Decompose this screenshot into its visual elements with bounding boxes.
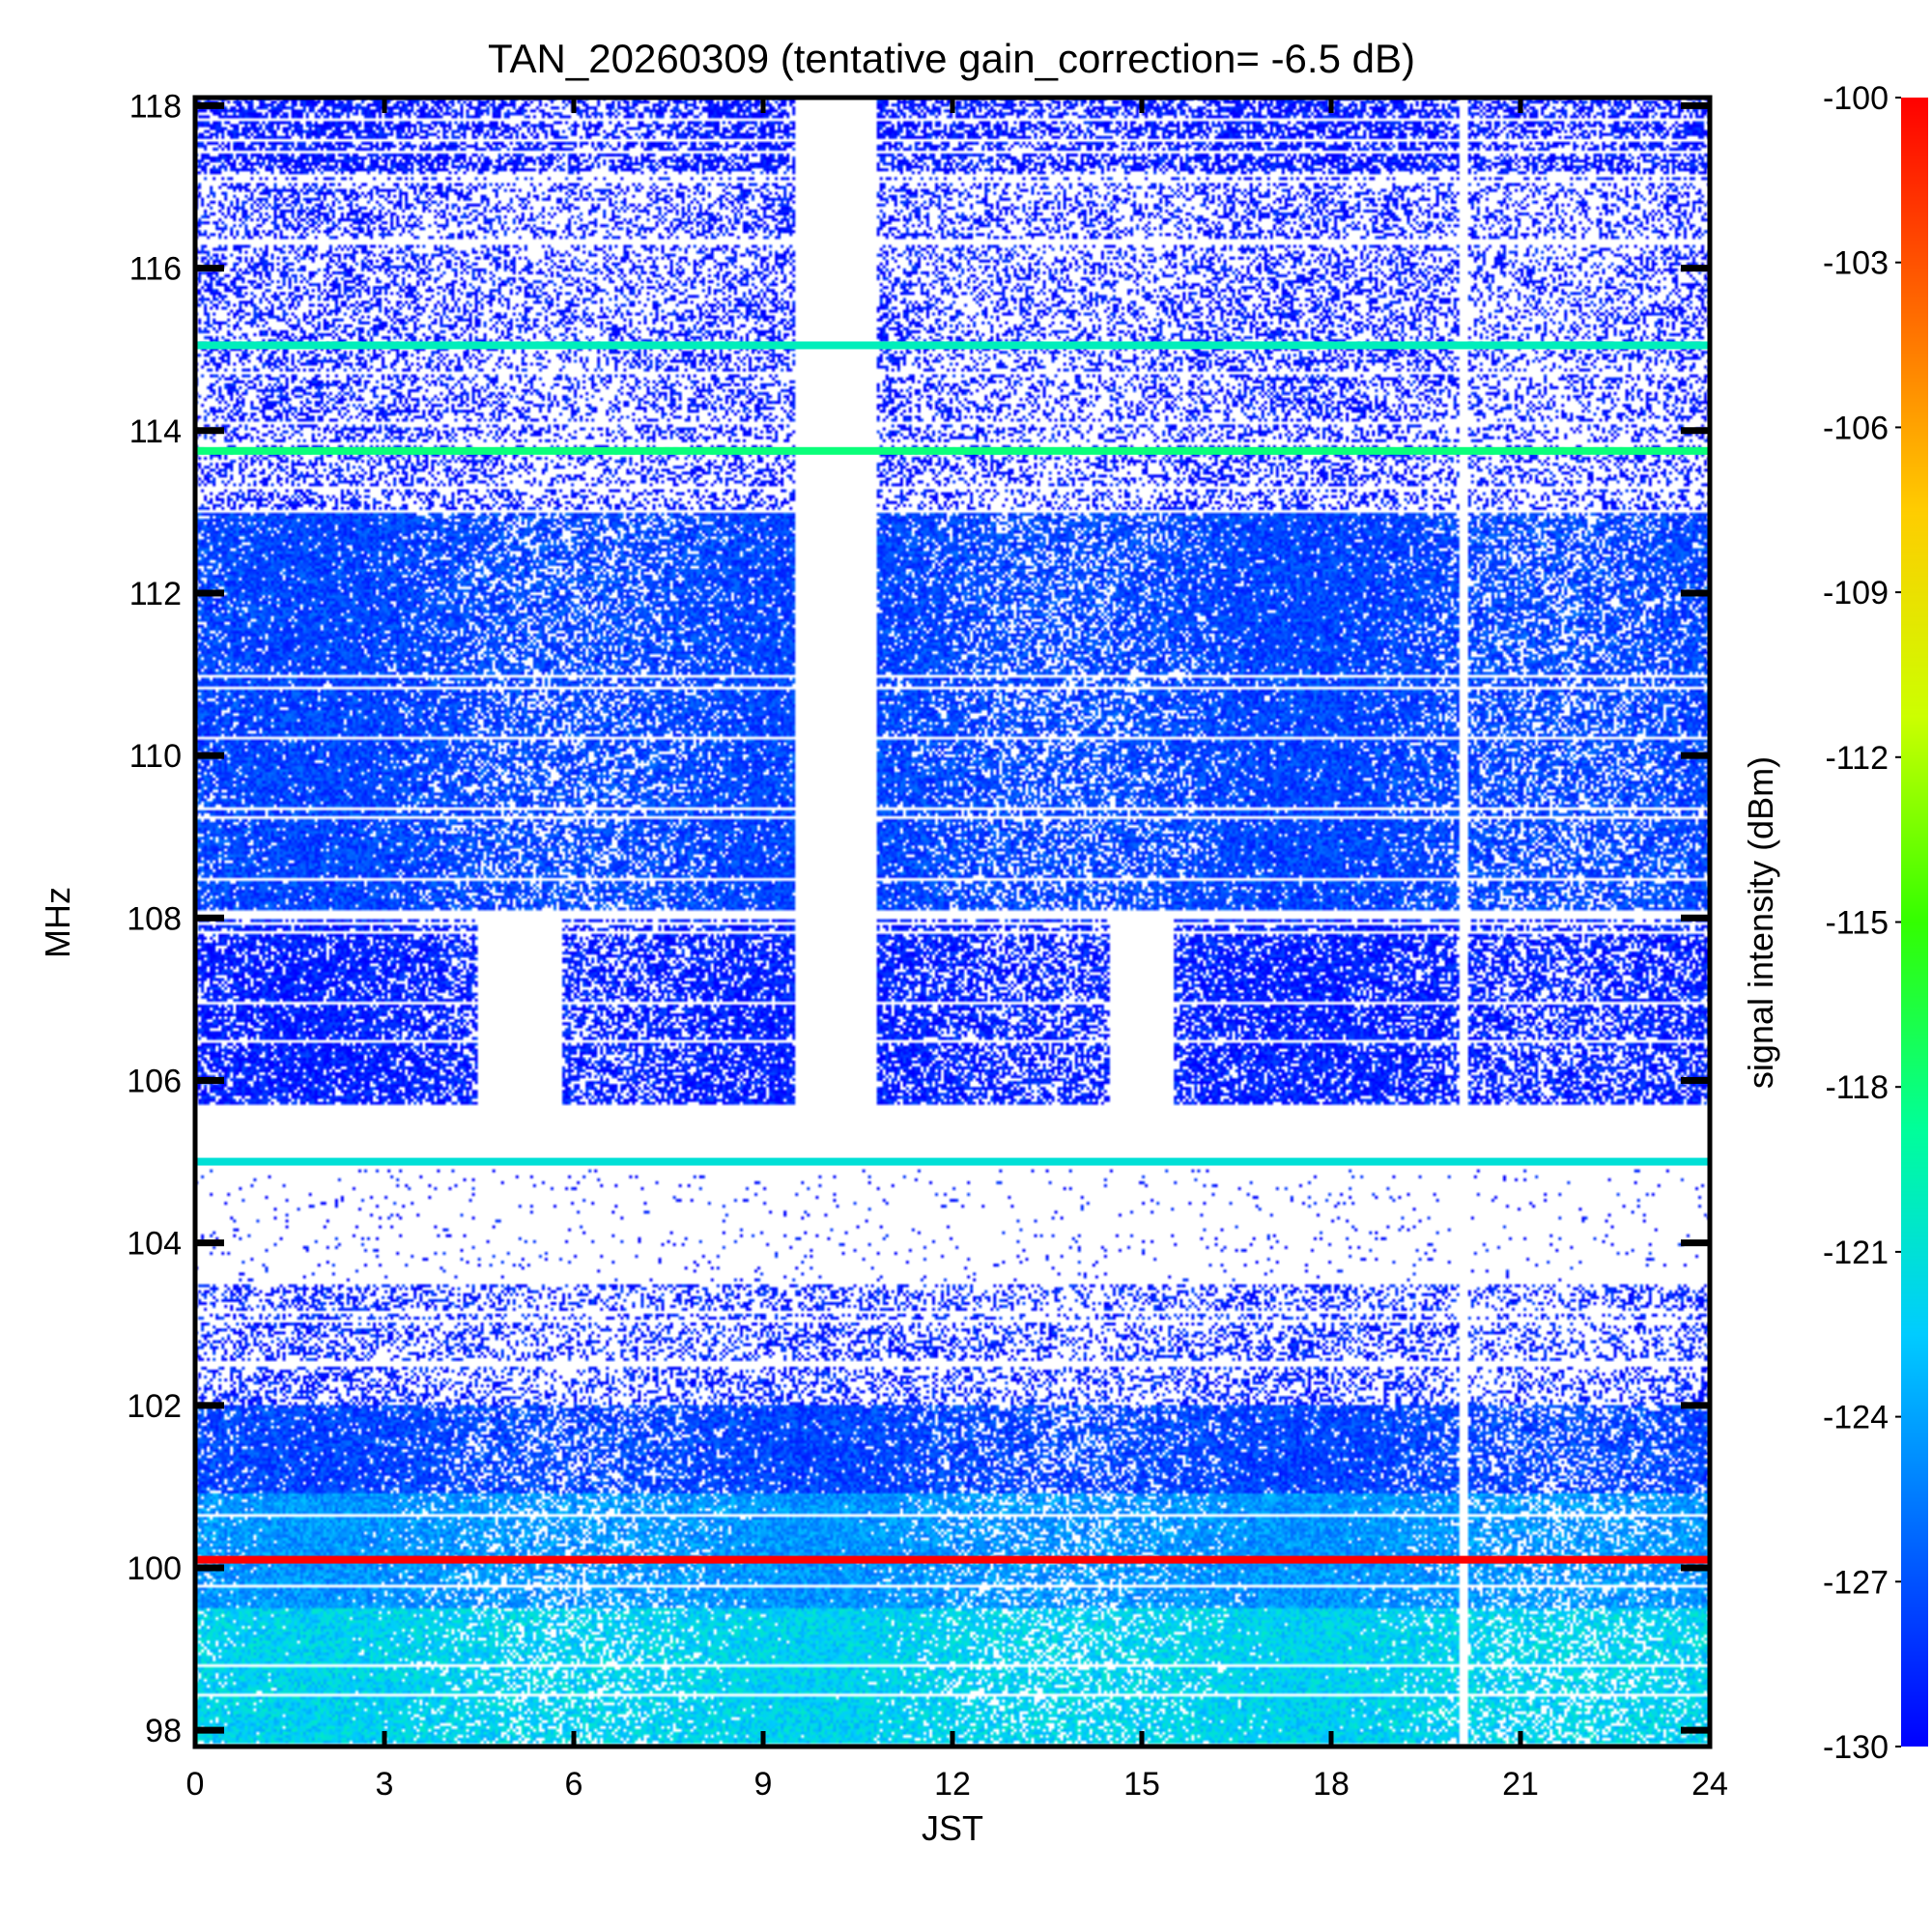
colorbar-tick-label: -103 xyxy=(1823,245,1889,282)
x-tick-label: 15 xyxy=(1123,1766,1160,1803)
colorbar xyxy=(1901,98,1928,1747)
colorbar-tick-label: -124 xyxy=(1823,1400,1889,1436)
colorbar-tick-label: -127 xyxy=(1823,1564,1889,1601)
signal-line xyxy=(195,1555,1710,1564)
chart-title: TAN_20260309 (tentative gain_correction=… xyxy=(488,36,1415,81)
signal-line xyxy=(195,1157,1710,1166)
x-axis-label: JST xyxy=(922,1808,983,1848)
y-tick-label: 104 xyxy=(127,1226,182,1263)
colorbar-tick-label: -115 xyxy=(1825,905,1889,942)
x-tick-label: 6 xyxy=(565,1766,583,1803)
colorbar-tick-label: -130 xyxy=(1823,1729,1889,1766)
signal-line xyxy=(195,341,1710,350)
y-tick-label: 116 xyxy=(129,251,182,288)
heatmap-image xyxy=(195,98,1710,1747)
persistent-signal-lines xyxy=(195,341,1710,1564)
y-tick-label: 102 xyxy=(127,1388,182,1425)
colorbar-tick-label: -112 xyxy=(1825,740,1889,777)
x-tick-label: 12 xyxy=(934,1766,971,1803)
y-tick-label: 118 xyxy=(129,88,182,125)
x-tick-label: 0 xyxy=(186,1766,205,1803)
colorbar-tick-label: -109 xyxy=(1823,575,1889,611)
x-tick-label: 3 xyxy=(376,1766,394,1803)
colorbar-tick-label: -118 xyxy=(1825,1069,1889,1106)
signal-line xyxy=(195,446,1710,455)
colorbar-tick-label: -121 xyxy=(1823,1235,1889,1271)
colorbar-tick-label: -106 xyxy=(1823,410,1889,446)
colorbar-axis: -100 -103 -106 -109 -112 -115 -118 -121 -124 -127… xyxy=(1823,80,1901,1766)
y-axis-label: MHz xyxy=(38,887,77,958)
x-tick-label: 21 xyxy=(1502,1766,1539,1803)
x-axis: 0 3 6 9 12 15 18 21 24 xyxy=(186,98,1728,1803)
x-tick-label: 18 xyxy=(1313,1766,1350,1803)
y-tick-label: 100 xyxy=(127,1550,182,1587)
y-tick-label: 106 xyxy=(127,1063,182,1099)
x-tick-label: 9 xyxy=(754,1766,773,1803)
spectrogram-plot xyxy=(195,98,1710,1747)
y-tick-label: 114 xyxy=(129,413,182,450)
colorbar-label: signal intensity (dBm) xyxy=(1741,756,1780,1089)
y-tick-label: 112 xyxy=(129,576,182,612)
colorbar-tick-label: -100 xyxy=(1823,80,1889,117)
y-tick-label: 108 xyxy=(127,900,182,937)
y-tick-label: 110 xyxy=(129,738,182,775)
x-tick-label: 24 xyxy=(1691,1766,1728,1803)
y-axis: 98 100 102 104 106 108 110 112 114 116 118 xyxy=(127,88,1710,1749)
y-tick-label: 98 xyxy=(145,1713,182,1749)
